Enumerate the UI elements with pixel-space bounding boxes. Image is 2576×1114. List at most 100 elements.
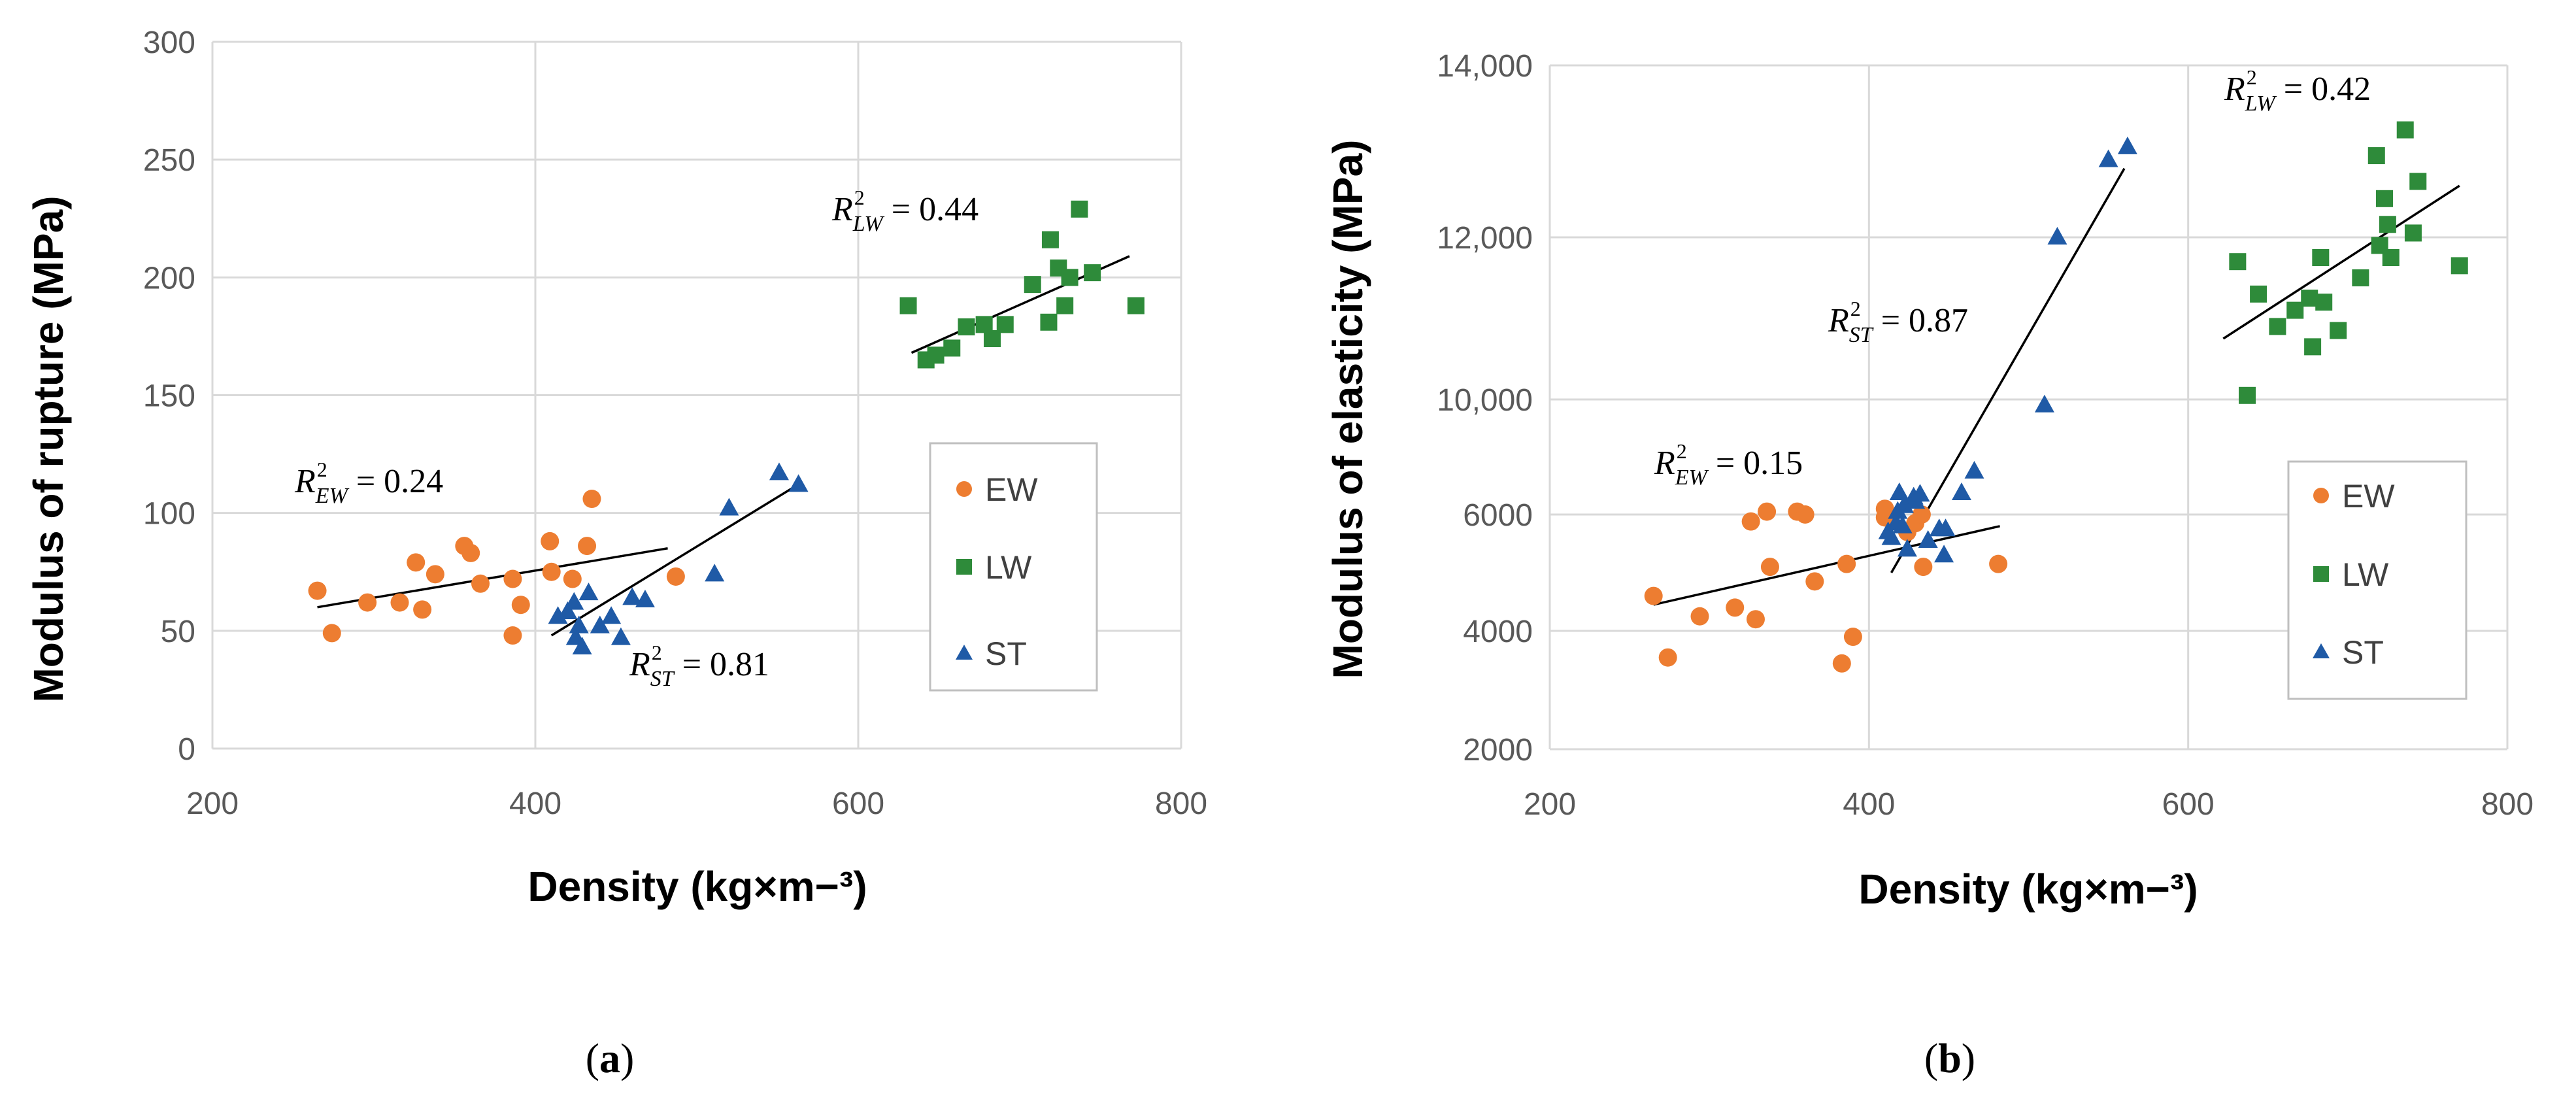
chart-b-point-ew bbox=[1796, 505, 1815, 524]
chart-b-xtick-label: 200 bbox=[1524, 787, 1576, 822]
chart-a-ytick-label: 300 bbox=[143, 25, 195, 60]
chart-a-point-lw bbox=[1024, 276, 1041, 294]
r2-rest: = 0.42 bbox=[2275, 71, 2371, 108]
chart-a-point-lw bbox=[958, 318, 975, 336]
chart-b-point-ew bbox=[1644, 586, 1663, 605]
chart-a-point-lw bbox=[1040, 313, 1058, 331]
chart-a-point-ew bbox=[511, 596, 530, 615]
caption-paren-open: ( bbox=[1924, 1035, 1938, 1081]
chart-a-point-ew bbox=[563, 569, 582, 588]
chart-b-point-st bbox=[1951, 482, 1971, 500]
legend-label-st: ST bbox=[985, 635, 1027, 672]
chart-a-point-ew bbox=[461, 543, 480, 562]
chart-a-point-ew bbox=[666, 567, 685, 586]
r2-sup: 2 bbox=[652, 641, 662, 664]
chart-b-trendline-ew bbox=[1653, 525, 2000, 606]
chart-b-point-ew bbox=[1805, 572, 1824, 591]
r2-base: R bbox=[1654, 445, 1675, 482]
r2-sup: 2 bbox=[2247, 65, 2257, 89]
chart-a-point-st bbox=[590, 615, 610, 633]
chart-b-point-st bbox=[2047, 227, 2067, 245]
chart-a-point-lw bbox=[1041, 231, 1059, 248]
chart-b-point-ew bbox=[1690, 607, 1709, 626]
chart-a-caption: (a) bbox=[586, 1035, 635, 1081]
legend-label-ew: EW bbox=[985, 471, 1038, 508]
chart-b-r2-lw: R2 LW = 0.42 bbox=[2224, 65, 2371, 116]
chart-a-legend: EW LW ST bbox=[929, 442, 1098, 692]
chart-b-trendline-lw bbox=[2222, 184, 2460, 340]
r2-sup: 2 bbox=[1850, 297, 1861, 320]
legend-label-st: ST bbox=[2342, 634, 2384, 671]
legend-marker-ew bbox=[956, 481, 972, 497]
chart-b-point-lw bbox=[2239, 386, 2256, 404]
chart-b-point-st bbox=[1918, 530, 1938, 549]
chart-b-ytick-label: 4000 bbox=[1463, 615, 1533, 649]
caption-paren-close: ) bbox=[1962, 1035, 1975, 1081]
chart-a-ytick-label: 100 bbox=[143, 497, 195, 532]
r2-base: R bbox=[831, 191, 853, 228]
r2-base: R bbox=[1828, 302, 1849, 339]
chart-a-trendline-st bbox=[550, 481, 803, 637]
chart-a-point-st bbox=[719, 498, 739, 516]
chart-a-point-st bbox=[548, 606, 568, 624]
chart-b-trendlines bbox=[1653, 167, 2460, 606]
caption-letter: a bbox=[599, 1035, 620, 1081]
chart-b-point-lw bbox=[2352, 269, 2369, 286]
chart-a-point-st bbox=[705, 564, 725, 582]
chart-b-point-lw bbox=[2404, 224, 2422, 242]
chart-b-ytick-label: 12,000 bbox=[1437, 221, 1533, 256]
chart-a-point-st bbox=[788, 474, 809, 492]
chart-a-point-st bbox=[558, 601, 578, 620]
chart-a-point-ew bbox=[407, 553, 426, 572]
chart-a-point-ew bbox=[308, 581, 327, 600]
r2-sup: 2 bbox=[1677, 439, 1687, 463]
chart-a-point-ew bbox=[541, 532, 560, 550]
r2-rest: = 0.24 bbox=[348, 463, 443, 500]
chart-a-gridlines bbox=[211, 41, 1182, 750]
chart-b-point-lw bbox=[2301, 290, 2318, 307]
chart-b-point-ew bbox=[1726, 598, 1745, 617]
chart-a-xtick-label: 800 bbox=[1155, 786, 1207, 821]
chart-b-point-st bbox=[1935, 518, 1956, 537]
chart-b-point-lw bbox=[2286, 301, 2304, 319]
chart-a-point-ew bbox=[358, 593, 377, 612]
chart-a-trendline-ew bbox=[317, 547, 668, 609]
chart-b-point-ew bbox=[1832, 654, 1851, 673]
chart-a-point-ew bbox=[471, 574, 490, 593]
chart-a-point-ew bbox=[582, 490, 601, 509]
chart-b-point-lw bbox=[2304, 338, 2322, 356]
legend-marker-st bbox=[956, 645, 973, 660]
chart-b-point-ew bbox=[1914, 558, 1933, 577]
caption-paren-close: ) bbox=[620, 1035, 634, 1081]
chart-b-point-lw bbox=[2409, 173, 2427, 190]
chart-a-point-lw bbox=[1127, 297, 1145, 314]
legend-marker-lw bbox=[2313, 566, 2329, 582]
chart-a-point-ew bbox=[503, 569, 522, 588]
chart-a-point-lw bbox=[1084, 264, 1101, 282]
chart-a-points bbox=[308, 200, 1145, 655]
legend-marker-st bbox=[2313, 643, 2330, 658]
chart-a-point-st bbox=[569, 615, 589, 633]
chart-b-point-st bbox=[2098, 149, 2118, 167]
chart-a-r2-ew: R2 EW = 0.24 bbox=[294, 458, 443, 508]
r2-base: R bbox=[2224, 71, 2245, 108]
chart-b-point-st bbox=[1910, 484, 1930, 502]
legend-label-ew: EW bbox=[2342, 478, 2395, 515]
chart-b: 2000 4000 6000 10,000 12,000 14,000 200 400 600… bbox=[1324, 49, 2534, 1081]
r2-rest: = 0.44 bbox=[883, 191, 979, 228]
chart-b-point-st bbox=[1892, 515, 1913, 533]
caption-paren-open: ( bbox=[586, 1035, 599, 1081]
chart-b-xticks: 200 400 600 800 bbox=[1524, 787, 2534, 822]
chart-b-xlabel: Density (kg×m−³) bbox=[1858, 866, 2198, 913]
chart-b-point-lw bbox=[2315, 294, 2333, 311]
chart-b-point-ew bbox=[1760, 558, 1779, 577]
legend-label-lw: LW bbox=[985, 549, 1032, 586]
chart-b-point-st bbox=[1964, 461, 1984, 479]
chart-a-point-ew bbox=[390, 593, 409, 612]
chart-b-yticks: 2000 4000 6000 10,000 12,000 14,000 bbox=[1437, 49, 1533, 768]
chart-a-point-st bbox=[635, 589, 655, 607]
caption-letter: b bbox=[1938, 1035, 1962, 1081]
chart-b-point-lw bbox=[2250, 285, 2267, 303]
chart-b-ytick-label: 2000 bbox=[1463, 733, 1533, 768]
